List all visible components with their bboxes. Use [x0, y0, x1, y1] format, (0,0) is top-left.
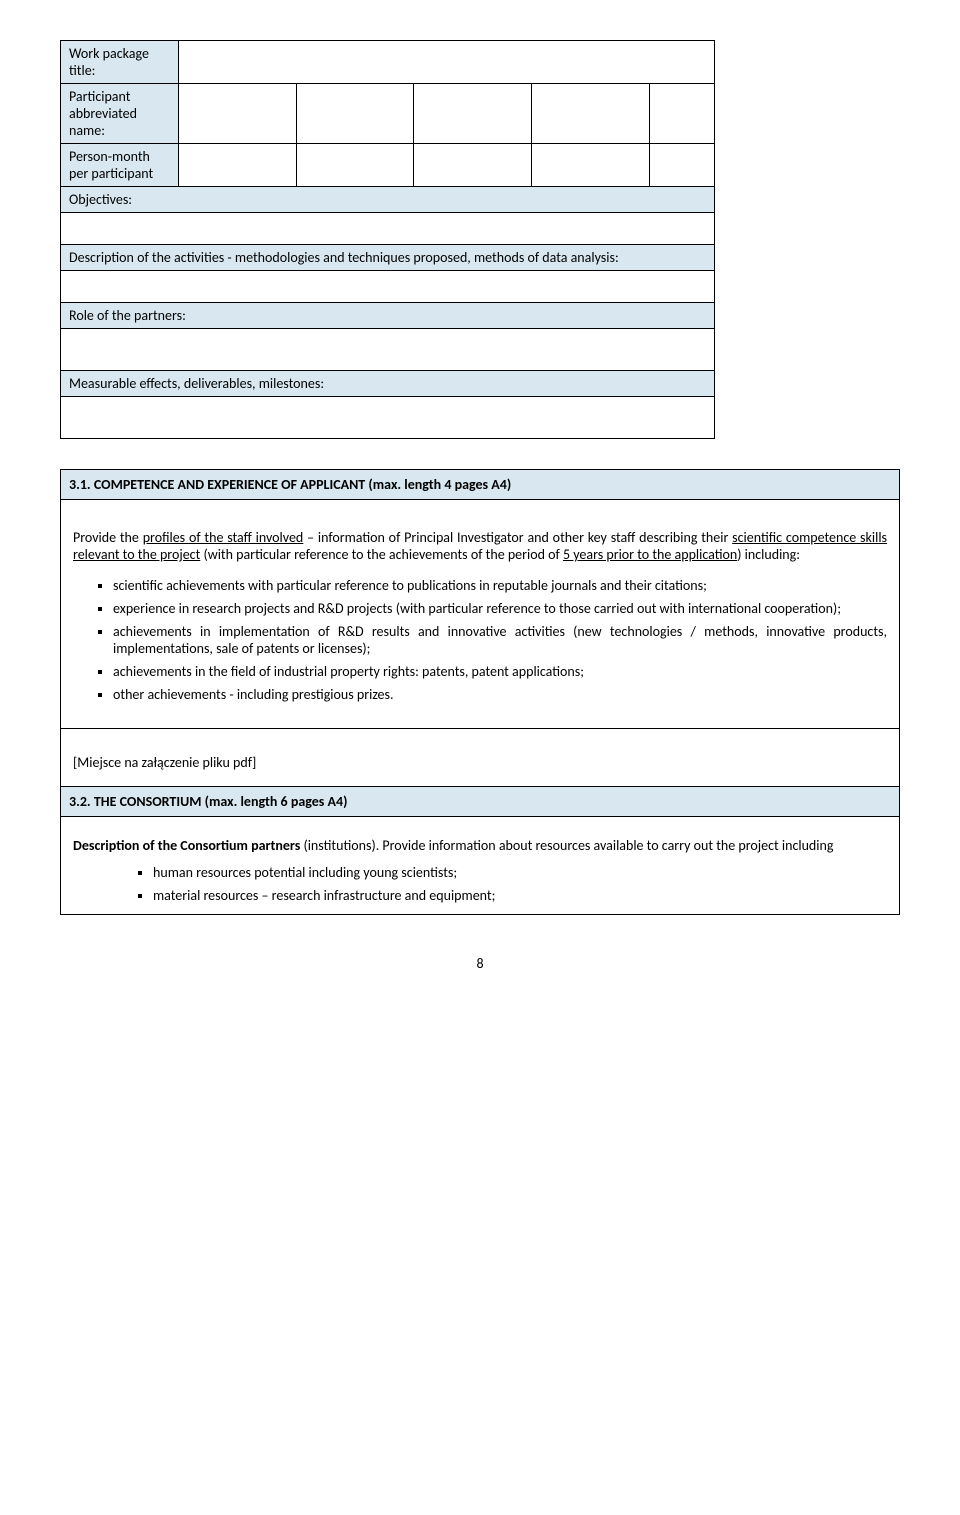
- cell: [649, 84, 714, 144]
- cell: [414, 144, 532, 187]
- work-package-container: Work package title: Participant abbrevia…: [60, 40, 715, 439]
- table-row: Measurable effects, deliverables, milest…: [61, 371, 715, 397]
- cell: [649, 144, 714, 187]
- table-row: Role of the partners:: [61, 303, 715, 329]
- role-value: [61, 329, 715, 371]
- participant-name-label: Participant abbreviated name:: [61, 84, 179, 144]
- list-item: scientific achievements with particular …: [113, 577, 887, 594]
- list-item: material resources – research infrastruc…: [153, 887, 887, 904]
- table-row: 3.2. THE CONSORTIUM (max. length 6 pages…: [61, 787, 900, 817]
- table-row: Objectives:: [61, 187, 715, 213]
- table-row: [61, 271, 715, 303]
- text-underline: profiles of the staff involved: [143, 529, 304, 546]
- measurable-value: [61, 397, 715, 439]
- table-row: [61, 329, 715, 371]
- role-label: Role of the partners:: [61, 303, 715, 329]
- section-31-table: 3.1. COMPETENCE AND EXPERIENCE OF APPLIC…: [60, 469, 900, 915]
- page-number: 8: [60, 955, 900, 972]
- list-item: other achievements - including prestigio…: [113, 686, 887, 703]
- list-item: human resources potential including youn…: [153, 864, 887, 881]
- text: – information of Principal Investigator …: [303, 529, 732, 546]
- list-item: achievements in the field of industrial …: [113, 663, 887, 680]
- section-32-title: 3.2. THE CONSORTIUM (max. length 6 pages…: [61, 787, 900, 817]
- text-underline: 5 years prior to the application: [563, 546, 737, 563]
- wp-title-value: [178, 41, 714, 84]
- table-row: Participant abbreviated name:: [61, 84, 715, 144]
- cell: [296, 144, 414, 187]
- section-31-bullets: scientific achievements with particular …: [73, 577, 887, 703]
- cell: [532, 144, 650, 187]
- wp-title-label: Work package title:: [61, 41, 179, 84]
- list-item: experience in research projects and R&D …: [113, 600, 887, 617]
- objectives-label: Objectives:: [61, 187, 715, 213]
- table-row: Work package title:: [61, 41, 715, 84]
- table-row: [61, 213, 715, 245]
- work-package-table: Work package title: Participant abbrevia…: [60, 40, 715, 439]
- text: Provide the: [73, 529, 143, 546]
- list-item: achievements in implementation of R&D re…: [113, 623, 887, 657]
- text: (with particular reference to the achiev…: [200, 546, 563, 563]
- description-value: [61, 271, 715, 303]
- section-31-title: 3.1. COMPETENCE AND EXPERIENCE OF APPLIC…: [61, 470, 900, 500]
- section-31-intro: Provide the profiles of the staff involv…: [73, 529, 887, 563]
- section-32-desc: Description of the Consortium partners (…: [73, 837, 887, 854]
- table-row: Description of the Consortium partners (…: [61, 817, 900, 915]
- table-row: [61, 397, 715, 439]
- cell: [178, 84, 296, 144]
- measurable-label: Measurable effects, deliverables, milest…: [61, 371, 715, 397]
- attachment-placeholder: [Miejsce na załączenie pliku pdf]: [61, 729, 900, 787]
- table-row: Person-month per participant: [61, 144, 715, 187]
- cell: [178, 144, 296, 187]
- cell: [532, 84, 650, 144]
- text: (institutions). Provide information abou…: [300, 837, 833, 854]
- text: ) including:: [737, 546, 800, 563]
- table-row: 3.1. COMPETENCE AND EXPERIENCE OF APPLIC…: [61, 470, 900, 500]
- text-bold: Description of the Consortium partners: [73, 837, 300, 854]
- person-month-label: Person-month per participant: [61, 144, 179, 187]
- objectives-value: [61, 213, 715, 245]
- table-row: [Miejsce na załączenie pliku pdf]: [61, 729, 900, 787]
- section-32-bullets: human resources potential including youn…: [73, 864, 887, 904]
- table-row: Description of the activities - methodol…: [61, 245, 715, 271]
- description-label: Description of the activities - methodol…: [61, 245, 715, 271]
- section-31-body: Provide the profiles of the staff involv…: [61, 500, 900, 729]
- table-row: Provide the profiles of the staff involv…: [61, 500, 900, 729]
- cell: [296, 84, 414, 144]
- section-32-body: Description of the Consortium partners (…: [61, 817, 900, 915]
- cell: [414, 84, 532, 144]
